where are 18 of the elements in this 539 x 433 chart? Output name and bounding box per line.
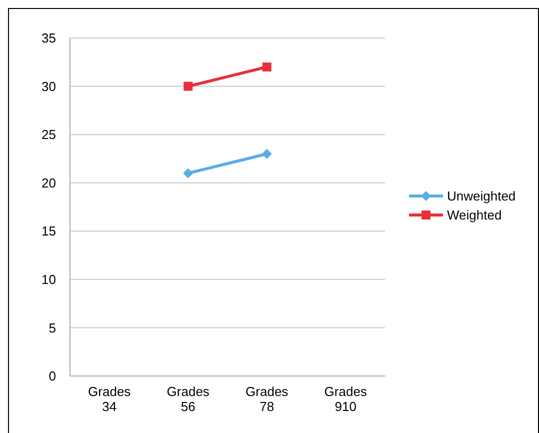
- legend-label: Unweighted: [447, 188, 516, 204]
- x-tick-label: Grades 78: [246, 384, 289, 414]
- y-tick-label: 25: [42, 127, 56, 142]
- y-tick-label: 35: [42, 30, 56, 46]
- y-tick-label: 15: [42, 224, 56, 239]
- x-tick-label: Grades 910: [324, 384, 368, 414]
- y-tick-label: 30: [42, 78, 56, 94]
- x-tick-label: Grades 56: [166, 384, 210, 414]
- point: [262, 148, 272, 159]
- x-tick-label: Grades 34: [88, 384, 132, 414]
- legend-label: Weighted: [447, 208, 502, 223]
- y-tick-label: 10: [42, 272, 56, 287]
- y-tick-label: 20: [42, 175, 56, 190]
- y-tick-label: 5: [48, 320, 56, 336]
- point: [183, 168, 194, 178]
- y-tick-label: 0: [48, 368, 56, 384]
- point: [184, 82, 193, 91]
- point: [262, 62, 272, 72]
